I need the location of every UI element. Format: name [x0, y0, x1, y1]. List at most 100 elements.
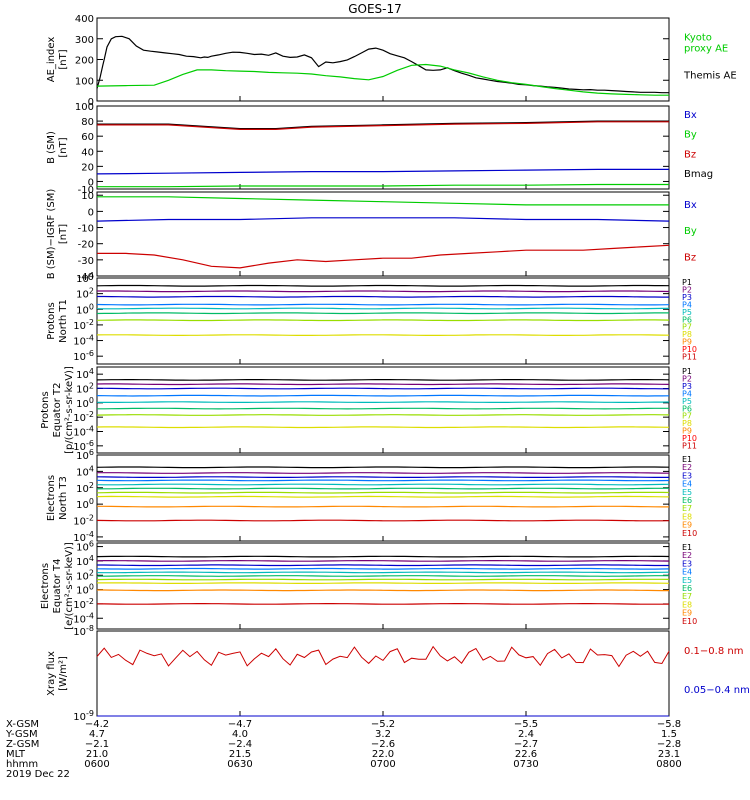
y-tick-label: 40 — [81, 147, 94, 158]
y-tick-label: 10-4 — [73, 334, 94, 348]
y-axis-label: [nT] — [58, 224, 69, 244]
legend-label: P6 — [682, 404, 692, 413]
legend-label: E7 — [682, 504, 692, 513]
y-tick-label: 104 — [76, 554, 94, 568]
legend-label: P1 — [682, 367, 692, 376]
legend-label: E2 — [682, 463, 692, 472]
x-axis-tick-label: 0600 — [84, 759, 109, 770]
series-line — [96, 383, 670, 386]
y-tick-label: 102 — [76, 568, 94, 582]
legend-label: P11 — [682, 353, 697, 362]
legend-label: By — [684, 130, 697, 141]
series-line — [96, 555, 670, 558]
y-tick-label: 104 — [76, 367, 94, 381]
series-line — [96, 63, 669, 96]
x-axis-row-label: X-GSM — [6, 719, 39, 730]
legend-label: P1 — [682, 278, 692, 287]
legend-label: P9 — [682, 338, 692, 347]
series-line — [96, 35, 669, 94]
y-tick-label: 200 — [75, 56, 94, 67]
y-tick-label: 10-2 — [73, 514, 94, 528]
legend-label: P5 — [682, 308, 692, 317]
legend-label: Bmag — [684, 169, 713, 180]
series-line — [96, 284, 670, 287]
y-axis-label: Electrons — [46, 475, 57, 521]
legend-label: P4 — [682, 389, 692, 398]
series-line — [96, 168, 669, 175]
legend-label: E7 — [682, 592, 692, 601]
x-axis-tick-label: 1.5 — [661, 729, 677, 740]
y-tick-label: -10 — [78, 185, 94, 196]
y-tick-label: -20 — [78, 240, 94, 251]
x-axis-tick-label: 0700 — [370, 759, 395, 770]
series-line — [97, 472, 670, 474]
y-tick-label: 0 — [88, 207, 94, 218]
y-tick-label: 106 — [76, 540, 94, 554]
legend-label: P2 — [682, 374, 692, 383]
x-axis-tick-label: 4.0 — [232, 729, 248, 740]
legend-label: P8 — [682, 330, 692, 339]
legend-label: E9 — [682, 521, 692, 530]
legend-label: Themis AE — [683, 70, 737, 81]
legend-label: E4 — [682, 568, 692, 577]
legend-label: P6 — [682, 315, 692, 324]
series-line — [96, 401, 670, 403]
x-axis-tick-label: −2.4 — [228, 739, 252, 750]
legend-label: Kyoto — [684, 33, 712, 44]
y-tick-label: 100 — [76, 302, 94, 316]
x-axis-tick-label: 22.0 — [372, 749, 394, 760]
panel-frame — [96, 630, 670, 717]
y-tick-label: -40 — [78, 272, 94, 283]
x-axis-row-label: MLT — [6, 749, 26, 760]
y-axis-label: B (SM)−IGRF (SM) — [46, 189, 57, 280]
plot-title: GOES-17 — [348, 2, 402, 16]
y-tick-label: 10-4 — [73, 530, 94, 544]
series-line — [96, 645, 670, 668]
y-tick-label: 102 — [76, 287, 94, 301]
series-line — [97, 290, 670, 293]
x-axis-tick-label: −2.7 — [514, 739, 538, 750]
y-tick-label: 104 — [76, 271, 94, 285]
series-line — [96, 466, 670, 469]
y-tick-label: 400 — [75, 14, 94, 25]
legend-label: E5 — [682, 576, 692, 585]
legend-label: E2 — [682, 551, 692, 560]
x-axis-tick-label: −2.6 — [371, 739, 395, 750]
y-tick-label: 10-4 — [73, 611, 94, 625]
series-line — [96, 603, 670, 605]
series-line — [96, 312, 669, 315]
panel-8: Xray flux [W/m²] 10-8 10-9 0.1−0.8 nm 0.05−0.… — [46, 624, 750, 723]
series-line — [96, 479, 670, 482]
y-tick-label: -10 — [78, 224, 94, 235]
panel-3: B (SM)−IGRF (SM) [nT] 10 0 -10 -20 -30 -40 Bx By B… — [46, 189, 697, 283]
x-axis-tick-label: −5.2 — [371, 719, 395, 730]
y-tick-label: 10-8 — [73, 624, 94, 638]
y-axis-label: Electrons — [40, 563, 51, 609]
legend-label: Bz — [684, 252, 696, 263]
y-axis-label: AE_index — [46, 37, 57, 83]
y-tick-label: 10-6 — [73, 439, 94, 453]
y-axis-label: [p/(cm²-s-sr-keV)] — [64, 366, 75, 454]
x-axis-row-label: hhmm — [6, 759, 38, 770]
legend-label: E10 — [682, 529, 697, 538]
y-axis-label: Equator T4 — [52, 559, 63, 614]
y-tick-label: 102 — [76, 481, 94, 495]
y-axis-label: [nT] — [58, 49, 69, 69]
series-line — [96, 483, 670, 486]
series-line — [97, 244, 670, 269]
panel-2: B (SM) [nT] 100 80 60 40 20 0-10 Bx By Bz Bmag — [46, 102, 713, 196]
series-line — [96, 491, 670, 494]
series-line — [97, 120, 669, 130]
legend-label: P8 — [682, 419, 692, 428]
y-tick-label: 10-6 — [73, 349, 94, 363]
legend-label: P7 — [682, 412, 692, 421]
series-line — [97, 295, 669, 298]
panel-frame — [96, 17, 670, 102]
legend-label: Bx — [684, 110, 697, 121]
legend-label: E6 — [682, 496, 692, 505]
x-axis-tick-label: 0730 — [513, 759, 538, 770]
y-tick-label: 100 — [76, 497, 94, 511]
series-line — [96, 560, 670, 562]
legend-label: 0.05−0.4 nm — [684, 685, 750, 696]
